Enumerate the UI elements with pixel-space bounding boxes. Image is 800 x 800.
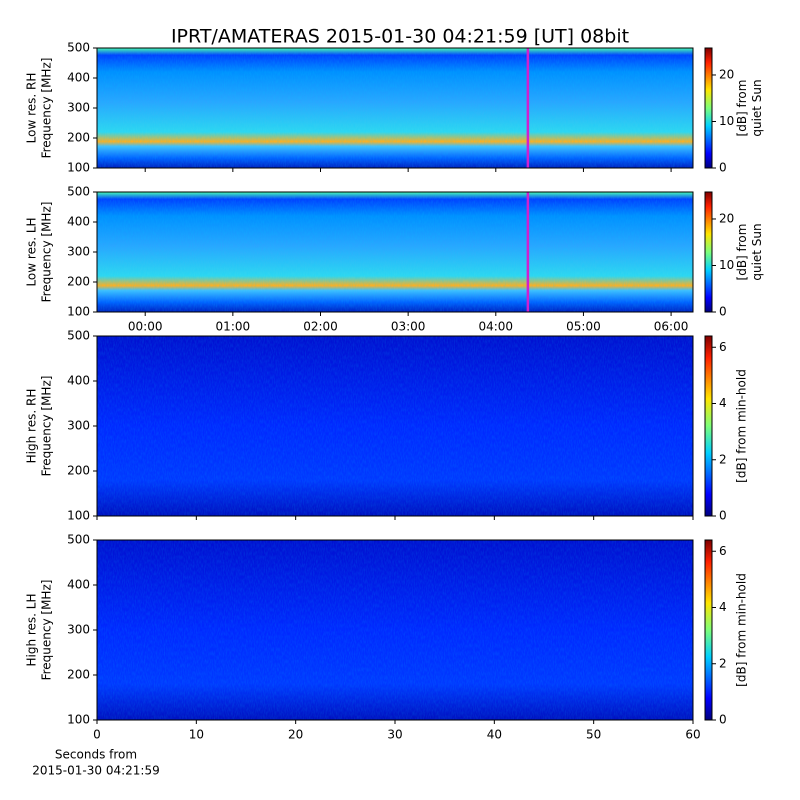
colorbar-tick-label: 20: [719, 211, 734, 225]
y-tick-label: 200: [67, 668, 90, 682]
y-tick-label: 200: [67, 275, 90, 289]
colorbar: [704, 191, 713, 313]
y-tick-label: 400: [67, 215, 90, 229]
y-axis-label: Frequency [MHz]: [40, 376, 54, 477]
y-tick-label: 300: [67, 419, 90, 433]
colorbar-tick-label: 0: [719, 161, 727, 175]
spectrogram-texture: [97, 540, 693, 720]
y-axis-label: High res. LH: [25, 593, 39, 666]
x-tick-label: 0: [93, 728, 101, 742]
colorbar-tick-label: 4: [719, 600, 727, 614]
y-tick-label: 100: [67, 161, 90, 175]
colorbar-tick-label: 4: [719, 396, 727, 410]
y-tick-label: 500: [67, 329, 90, 343]
colorbar-label: quiet Sun: [750, 223, 764, 280]
colorbar-tick-label: 0: [719, 305, 727, 319]
x-tick-label: 40: [487, 728, 502, 742]
x-tick-label: 04:00: [478, 320, 513, 334]
y-tick-label: 500: [67, 533, 90, 547]
x-tick-label: 60: [685, 728, 700, 742]
colorbar: [704, 335, 713, 517]
y-tick-label: 500: [67, 185, 90, 199]
y-axis-label: Frequency [MHz]: [40, 202, 54, 303]
colorbar-tick-label: 6: [719, 340, 727, 354]
spectrogram-texture: [97, 48, 693, 168]
colorbar-label: [dB] from: [735, 224, 749, 281]
y-axis-label: Low res. LH: [25, 217, 39, 286]
y-tick-label: 100: [67, 509, 90, 523]
y-tick-label: 100: [67, 305, 90, 319]
y-tick-label: 300: [67, 623, 90, 637]
colorbar-tick-label: 10: [719, 114, 734, 128]
x-tick-label: 30: [387, 728, 402, 742]
colorbar-tick-label: 0: [719, 509, 727, 523]
y-tick-label: 200: [67, 464, 90, 478]
colorbar-tick-label: 10: [719, 258, 734, 272]
colorbar-tick-label: 2: [719, 452, 727, 466]
y-axis-label: High res. RH: [25, 389, 39, 464]
y-tick-label: 400: [67, 71, 90, 85]
x-tick-label: 03:00: [391, 320, 426, 334]
colorbar-label: [dB] from min-hold: [735, 573, 749, 687]
colorbar-tick-label: 0: [719, 713, 727, 727]
y-tick-label: 200: [67, 131, 90, 145]
y-axis-label: Frequency [MHz]: [40, 580, 54, 681]
y-tick-label: 300: [67, 101, 90, 115]
y-tick-label: 400: [67, 374, 90, 388]
x-axis-label: 2015-01-30 04:21:59: [32, 764, 159, 778]
colorbar-label: [dB] from min-hold: [735, 369, 749, 483]
x-tick-label: 10: [189, 728, 204, 742]
x-axis-label: Seconds from: [55, 748, 137, 762]
x-tick-label: 06:00: [654, 320, 689, 334]
x-tick-label: 50: [586, 728, 601, 742]
y-axis-label: Frequency [MHz]: [40, 58, 54, 159]
x-tick-label: 20: [288, 728, 303, 742]
colorbar-label: [dB] from: [735, 80, 749, 137]
colorbar: [704, 47, 713, 169]
x-tick-label: 02:00: [303, 320, 338, 334]
figure-title: IPRT/AMATERAS 2015-01-30 04:21:59 [UT] 0…: [171, 26, 629, 48]
colorbar: [704, 539, 713, 721]
colorbar-tick-label: 2: [719, 656, 727, 670]
y-tick-label: 400: [67, 578, 90, 592]
spectrogram-texture: [97, 192, 693, 312]
colorbar-label: quiet Sun: [750, 79, 764, 136]
y-tick-label: 100: [67, 713, 90, 727]
colorbar-tick-label: 6: [719, 544, 727, 558]
colorbar-tick-label: 20: [719, 67, 734, 81]
x-tick-label: 01:00: [216, 320, 251, 334]
y-axis-label: Low res. RH: [25, 73, 39, 144]
x-tick-label: 00:00: [128, 320, 163, 334]
x-tick-label: 05:00: [566, 320, 601, 334]
spectrogram-texture: [97, 336, 693, 516]
y-tick-label: 500: [67, 41, 90, 55]
y-tick-label: 300: [67, 245, 90, 259]
